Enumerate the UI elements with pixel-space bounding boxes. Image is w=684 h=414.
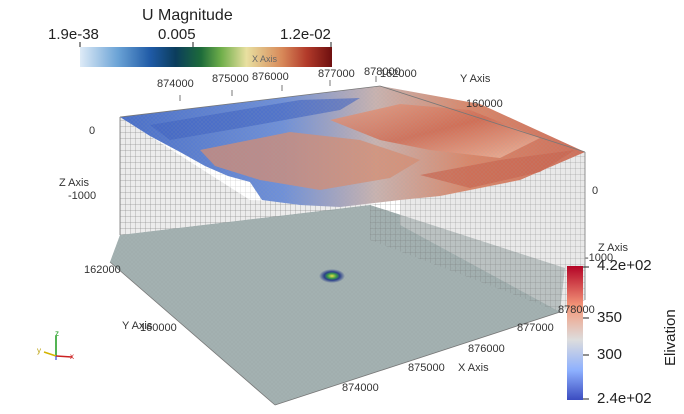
z-right-tick-0: 0 <box>592 185 599 197</box>
bottom-x-axis-title: X Axis <box>458 362 489 374</box>
bottom-x-tick-878000: 878000 <box>558 304 595 316</box>
top-x-tick-2: 875000 <box>212 73 249 85</box>
elevation-colorbar-ticks <box>583 266 589 400</box>
u-magnitude-max-label: 1.2e-02 <box>280 26 331 43</box>
top-x-tick-3: 876000 <box>252 71 289 83</box>
u-magnitude-min-label: 1.9e-38 <box>48 26 99 43</box>
elevation-min-label: 2.4e+02 <box>597 390 652 407</box>
top-x-tick-4: 877000 <box>318 68 355 80</box>
u-colorbar-ticks <box>79 42 332 47</box>
bottom-x-tick-874000: 874000 <box>342 382 379 394</box>
u-magnitude-mid-label: 0.005 <box>158 26 196 43</box>
top-y-axis-title: Y Axis <box>460 73 491 85</box>
bottom-x-tick-877000: 877000 <box>517 322 554 334</box>
z-right-axis-title: Z Axis <box>598 242 628 254</box>
axes-frame <box>109 85 586 406</box>
z-left-tick-minus1000: -1000 <box>68 190 97 202</box>
z-left-axis-title: Z Axis <box>59 177 89 189</box>
obscured-x-axis-label: X Axis <box>252 54 278 64</box>
velocity-hotspot <box>319 269 345 283</box>
bottom-x-tick-876000: 876000 <box>468 343 505 355</box>
terrain-mesh-overlay <box>120 86 585 207</box>
orientation-y-label: y <box>37 346 41 355</box>
u-magnitude-title: U Magnitude <box>142 7 233 24</box>
elevation-350-label: 350 <box>597 309 623 326</box>
orientation-axes-icon <box>43 336 73 360</box>
top-y-tick-160000: 160000 <box>466 98 503 110</box>
z-right-tick-minus1000: -1000 <box>585 252 614 264</box>
elevation-max-label: 4.2e+02 <box>597 257 652 274</box>
bottom-y-axis-title: Y Axis <box>122 320 153 332</box>
elevation-300-label: 300 <box>597 346 623 363</box>
top-y-tick-162000: 162000 <box>380 68 417 80</box>
top-x-ticks <box>179 76 377 101</box>
elevation-colorbar <box>567 266 583 400</box>
elevation-title: Elivation <box>662 309 679 366</box>
top-x-tick-5: 878000 <box>364 66 401 78</box>
orientation-x-label: x <box>70 352 74 361</box>
top-x-tick-1: 874000 <box>157 78 194 90</box>
bottom-x-tick-875000: 875000 <box>408 362 445 374</box>
u-magnitude-colorbar <box>80 47 332 67</box>
orientation-z-label: z <box>55 329 59 338</box>
z-left-tick-0: 0 <box>89 125 96 137</box>
bottom-y-tick-160000: 160000 <box>140 322 177 334</box>
bottom-y-tick-162000: 162000 <box>84 264 121 276</box>
